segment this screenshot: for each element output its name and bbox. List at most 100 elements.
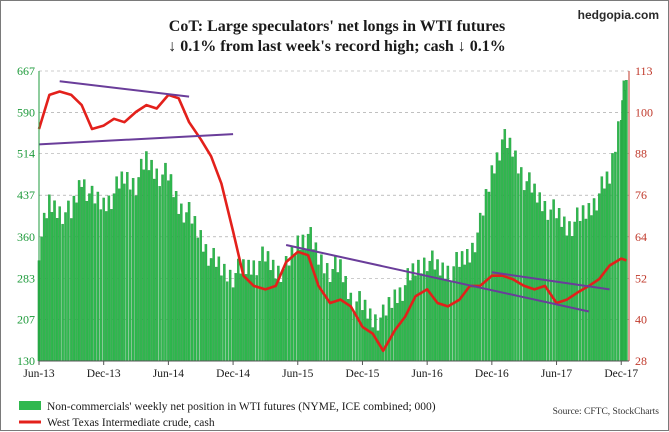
trendline bbox=[285, 244, 590, 313]
bar bbox=[463, 264, 466, 362]
bar bbox=[361, 310, 364, 362]
bar bbox=[139, 158, 143, 362]
bar bbox=[614, 151, 617, 362]
legend-bar-swatch bbox=[19, 401, 41, 410]
bar bbox=[600, 176, 604, 362]
bar bbox=[55, 218, 59, 362]
legend-line-label: West Texas Intermediate crude, cash bbox=[47, 417, 215, 429]
right-tick-label: 28 bbox=[635, 354, 647, 368]
bar bbox=[334, 256, 337, 362]
bar bbox=[287, 265, 291, 362]
bar bbox=[126, 172, 129, 362]
bar bbox=[533, 183, 536, 362]
bar bbox=[279, 282, 283, 362]
bar bbox=[436, 259, 439, 362]
bar bbox=[167, 180, 170, 362]
bar bbox=[217, 256, 221, 362]
bar bbox=[511, 156, 514, 362]
trendline bbox=[38, 133, 234, 146]
bar bbox=[177, 213, 180, 362]
trendline bbox=[59, 80, 190, 98]
crude-price-line bbox=[37, 90, 627, 353]
bar bbox=[83, 179, 86, 362]
bar bbox=[169, 174, 173, 362]
bar bbox=[187, 202, 191, 362]
bar bbox=[50, 212, 54, 362]
left-tick-label: 514 bbox=[17, 147, 35, 161]
bar bbox=[471, 242, 474, 362]
bar bbox=[48, 194, 51, 362]
bar bbox=[110, 209, 113, 362]
bar bbox=[147, 170, 151, 362]
right-tick-label: 113 bbox=[635, 64, 653, 78]
bar bbox=[202, 251, 205, 362]
bar bbox=[137, 177, 140, 362]
bar bbox=[112, 193, 116, 362]
bar bbox=[401, 300, 404, 362]
brand-label: hedgopia.com bbox=[578, 8, 659, 22]
bar bbox=[587, 203, 591, 362]
bar bbox=[290, 245, 294, 362]
source-note: Source: CFTC, StockCharts bbox=[553, 407, 660, 417]
bar bbox=[625, 80, 628, 362]
bar bbox=[282, 269, 285, 362]
bar bbox=[495, 152, 499, 362]
x-tick-label: Dec-17 bbox=[604, 368, 638, 380]
bar bbox=[484, 189, 488, 362]
bar-series bbox=[37, 80, 628, 362]
bar bbox=[239, 273, 243, 362]
left-tick-label: 130 bbox=[17, 354, 35, 368]
bar bbox=[331, 269, 334, 362]
bar bbox=[252, 260, 256, 362]
bar bbox=[441, 262, 444, 362]
bar bbox=[299, 249, 302, 362]
bar bbox=[228, 269, 232, 362]
trendline bbox=[491, 271, 610, 291]
bar bbox=[420, 273, 423, 362]
bar bbox=[64, 212, 67, 362]
bar bbox=[570, 236, 574, 362]
x-tick-label: Jun-17 bbox=[541, 368, 573, 380]
x-tick-label: Jun-14 bbox=[153, 368, 185, 380]
bar bbox=[414, 275, 417, 362]
bar bbox=[105, 211, 108, 362]
left-tick-label: 283 bbox=[17, 271, 35, 285]
x-tick-label: Jun-13 bbox=[23, 368, 55, 380]
bar bbox=[508, 137, 512, 362]
bar bbox=[366, 318, 369, 362]
bar bbox=[525, 181, 529, 362]
bar bbox=[45, 218, 49, 362]
bar bbox=[231, 287, 235, 362]
axes: 130 28 207 40 283 52 360 64 437 76 514 88 590 100 667 1… bbox=[17, 64, 653, 380]
bar bbox=[128, 189, 132, 362]
left-tick-label: 360 bbox=[17, 230, 35, 244]
bar bbox=[500, 139, 504, 362]
bar bbox=[458, 266, 461, 362]
bar bbox=[58, 206, 61, 362]
bar bbox=[131, 178, 135, 362]
bar bbox=[381, 304, 385, 362]
bar bbox=[93, 203, 97, 362]
bar bbox=[473, 252, 477, 362]
bar bbox=[368, 308, 372, 362]
bar bbox=[123, 183, 126, 362]
bar bbox=[538, 192, 541, 362]
bar bbox=[339, 259, 342, 362]
bar bbox=[336, 272, 340, 362]
bar bbox=[433, 269, 437, 362]
bar bbox=[249, 274, 253, 362]
bar bbox=[220, 275, 223, 362]
bar bbox=[309, 227, 312, 362]
bar bbox=[269, 270, 272, 362]
bar bbox=[503, 129, 507, 362]
bar bbox=[346, 299, 350, 362]
bar bbox=[193, 216, 197, 362]
bar bbox=[493, 173, 496, 362]
bar bbox=[449, 280, 453, 362]
x-tick-label: Jun-15 bbox=[282, 368, 314, 380]
bar bbox=[196, 237, 200, 362]
bar bbox=[595, 210, 598, 362]
chart-title-line1: CoT: Large speculators' net longs in WTI… bbox=[169, 18, 505, 35]
bar bbox=[444, 278, 447, 362]
